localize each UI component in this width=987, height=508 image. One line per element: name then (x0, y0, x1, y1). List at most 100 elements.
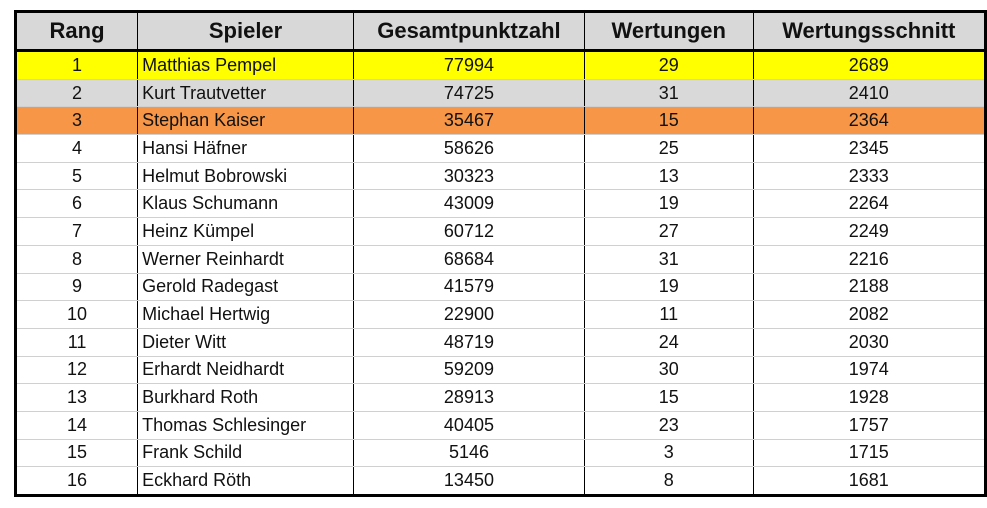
wertungen-cell: 30 (583, 356, 754, 385)
header-gesamtpunktzahl: Gesamtpunktzahl (353, 11, 585, 52)
wertungsschnitt-cell: 1681 (752, 466, 987, 496)
table-row: 16 Eckhard Röth 13450 8 1681 (14, 466, 987, 496)
gesamtpunktzahl-cell: 43009 (353, 189, 585, 219)
spieler-cell: Klaus Schumann (137, 189, 354, 219)
wertungsschnitt-cell: 2188 (752, 273, 987, 302)
gesamtpunktzahl-cell: 22900 (353, 300, 585, 329)
gesamtpunktzahl-cell: 74725 (353, 79, 585, 108)
table-row: 8 Werner Reinhardt 68684 31 2216 (14, 245, 987, 274)
spieler-cell: Kurt Trautvetter (137, 79, 354, 108)
rang-cell: 1 (14, 50, 139, 80)
table-row: 4 Hansi Häfner 58626 25 2345 (14, 134, 987, 163)
gesamtpunktzahl-cell: 77994 (353, 50, 585, 80)
gesamtpunktzahl-cell: 58626 (353, 134, 585, 163)
rang-cell: 8 (14, 245, 139, 274)
table-row: 12 Erhardt Neidhardt 59209 30 1974 (14, 356, 987, 385)
spieler-cell: Werner Reinhardt (137, 245, 354, 274)
header-wertungsschnitt: Wertungsschnitt (752, 11, 987, 52)
wertungen-cell: 11 (583, 300, 754, 329)
table-row: 5 Helmut Bobrowski 30323 13 2333 (14, 162, 987, 191)
wertungsschnitt-cell: 2689 (752, 50, 987, 80)
table-row: 6 Klaus Schumann 43009 19 2264 (14, 189, 987, 219)
spieler-cell: Thomas Schlesinger (137, 411, 354, 440)
table-row: 2 Kurt Trautvetter 74725 31 2410 (14, 79, 987, 108)
rang-cell: 4 (14, 134, 139, 163)
rang-cell: 14 (14, 411, 139, 440)
rang-cell: 15 (14, 439, 139, 468)
wertungsschnitt-cell: 2264 (752, 189, 987, 219)
wertungen-cell: 3 (583, 439, 754, 468)
table-row: 15 Frank Schild 5146 3 1715 (14, 439, 987, 468)
rang-cell: 3 (14, 106, 139, 136)
rang-cell: 2 (14, 79, 139, 108)
spieler-cell: Gerold Radegast (137, 273, 354, 302)
rang-cell: 7 (14, 217, 139, 246)
wertungen-cell: 8 (583, 466, 754, 496)
table-row: 7 Heinz Kümpel 60712 27 2249 (14, 217, 987, 246)
gesamtpunktzahl-cell: 30323 (353, 162, 585, 191)
spieler-cell: Matthias Pempel (137, 50, 354, 80)
wertungen-cell: 31 (583, 79, 754, 108)
gesamtpunktzahl-cell: 59209 (353, 356, 585, 385)
rang-cell: 6 (14, 189, 139, 219)
wertungen-cell: 29 (583, 50, 754, 80)
spieler-cell: Burkhard Roth (137, 383, 354, 412)
wertungen-cell: 24 (583, 328, 754, 357)
spieler-cell: Eckhard Röth (137, 466, 354, 496)
table-row: 1 Matthias Pempel 77994 29 2689 (14, 50, 987, 80)
gesamtpunktzahl-cell: 41579 (353, 273, 585, 302)
wertungsschnitt-cell: 2249 (752, 217, 987, 246)
wertungen-cell: 15 (583, 106, 754, 136)
wertungen-cell: 13 (583, 162, 754, 191)
wertungsschnitt-cell: 2345 (752, 134, 987, 163)
gesamtpunktzahl-cell: 60712 (353, 217, 585, 246)
gesamtpunktzahl-cell: 68684 (353, 245, 585, 274)
wertungen-cell: 23 (583, 411, 754, 440)
rang-cell: 10 (14, 300, 139, 329)
ranking-table: Rang Spieler Gesamtpunktzahl Wertungen W… (14, 10, 987, 497)
spieler-cell: Hansi Häfner (137, 134, 354, 163)
wertungen-cell: 31 (583, 245, 754, 274)
wertungsschnitt-cell: 2410 (752, 79, 987, 108)
gesamtpunktzahl-cell: 40405 (353, 411, 585, 440)
table-body: 1 Matthias Pempel 77994 29 2689 2 Kurt Trautve… (14, 50, 987, 496)
table-header-row: Rang Spieler Gesamtpunktzahl Wertungen W… (14, 11, 987, 52)
gesamtpunktzahl-cell: 28913 (353, 383, 585, 412)
table-row: 9 Gerold Radegast 41579 19 2188 (14, 273, 987, 302)
wertungsschnitt-cell: 2030 (752, 328, 987, 357)
rang-cell: 16 (14, 466, 139, 496)
wertungsschnitt-cell: 2082 (752, 300, 987, 329)
table-row: 13 Burkhard Roth 28913 15 1928 (14, 383, 987, 412)
header-rang: Rang (14, 11, 139, 52)
gesamtpunktzahl-cell: 48719 (353, 328, 585, 357)
rang-cell: 9 (14, 273, 139, 302)
wertungen-cell: 19 (583, 273, 754, 302)
wertungen-cell: 19 (583, 189, 754, 219)
spieler-cell: Heinz Kümpel (137, 217, 354, 246)
wertungen-cell: 27 (583, 217, 754, 246)
wertungsschnitt-cell: 1928 (752, 383, 987, 412)
wertungsschnitt-cell: 1757 (752, 411, 987, 440)
table-row: 3 Stephan Kaiser 35467 15 2364 (14, 106, 987, 136)
ranking-table-container: Rang Spieler Gesamtpunktzahl Wertungen W… (14, 10, 987, 497)
wertungsschnitt-cell: 2216 (752, 245, 987, 274)
wertungsschnitt-cell: 2333 (752, 162, 987, 191)
rang-cell: 13 (14, 383, 139, 412)
spieler-cell: Stephan Kaiser (137, 106, 354, 136)
wertungen-cell: 25 (583, 134, 754, 163)
wertungen-cell: 15 (583, 383, 754, 412)
spieler-cell: Helmut Bobrowski (137, 162, 354, 191)
wertungsschnitt-cell: 1715 (752, 439, 987, 468)
gesamtpunktzahl-cell: 13450 (353, 466, 585, 496)
header-spieler: Spieler (137, 11, 354, 52)
header-wertungen: Wertungen (583, 11, 754, 52)
spieler-cell: Frank Schild (137, 439, 354, 468)
rang-cell: 5 (14, 162, 139, 191)
wertungsschnitt-cell: 2364 (752, 106, 987, 136)
gesamtpunktzahl-cell: 35467 (353, 106, 585, 136)
rang-cell: 11 (14, 328, 139, 357)
spieler-cell: Dieter Witt (137, 328, 354, 357)
wertungsschnitt-cell: 1974 (752, 356, 987, 385)
rang-cell: 12 (14, 356, 139, 385)
gesamtpunktzahl-cell: 5146 (353, 439, 585, 468)
